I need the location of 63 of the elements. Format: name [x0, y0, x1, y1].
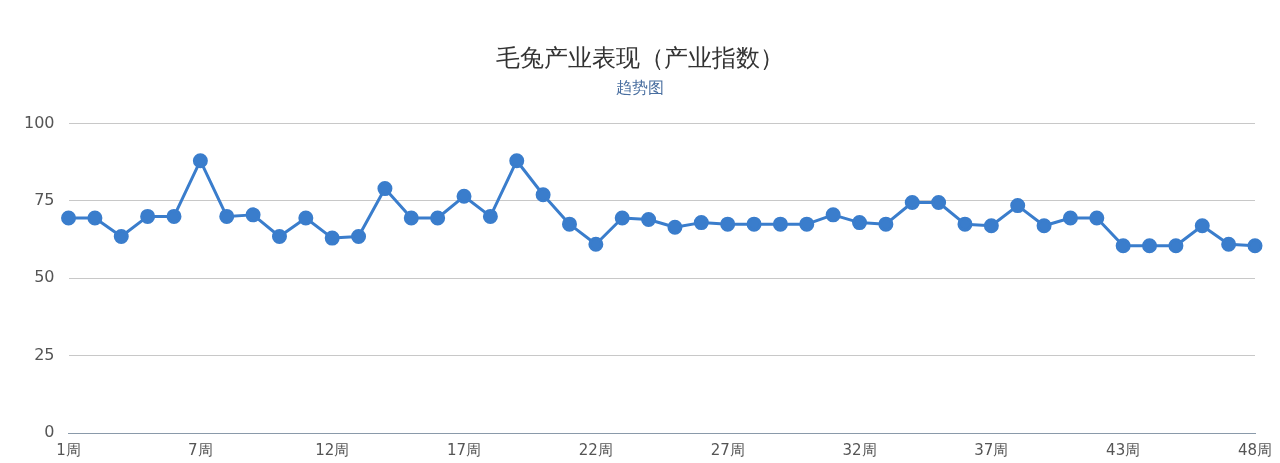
x-tick-label: 7周 [188, 440, 213, 459]
point [166, 208, 182, 224]
point [825, 207, 841, 223]
point [1194, 218, 1210, 234]
x-tick-label: 43周 [1106, 440, 1141, 459]
x-tick-label: 37周 [974, 440, 1009, 459]
x-tick-label: 27周 [710, 440, 745, 459]
point [1168, 238, 1184, 254]
x-tick-label: 12周 [315, 440, 350, 459]
chart-title: 毛兔产业表现（产业指数） [495, 43, 785, 74]
point [245, 207, 261, 223]
point [878, 216, 894, 232]
point [1010, 198, 1026, 214]
point [430, 210, 446, 226]
point [561, 216, 577, 232]
point [957, 216, 973, 232]
point [904, 195, 920, 210]
point [271, 229, 287, 245]
y-tick-label: 75 [34, 190, 55, 210]
point [140, 208, 156, 224]
point [61, 210, 77, 226]
x-tick-label: 22周 [578, 440, 613, 459]
point [1089, 210, 1105, 226]
point [192, 153, 208, 169]
point [1036, 218, 1052, 234]
point [298, 210, 314, 226]
point [614, 210, 630, 226]
point [403, 210, 419, 226]
point [1247, 238, 1263, 254]
y-tick-label: 100 [23, 112, 55, 132]
point [509, 153, 525, 169]
point [535, 187, 551, 203]
x-tick-label: 17周 [446, 440, 482, 459]
point [87, 210, 103, 226]
x-tick-label: 1周 [56, 440, 81, 459]
y-tick-label: 0 [44, 422, 55, 442]
point [720, 216, 736, 232]
chart-subtitle: 趋势图 [615, 78, 665, 99]
point [799, 216, 815, 232]
x-tick-label: 32周 [842, 440, 877, 459]
point [1221, 236, 1237, 252]
point [456, 188, 472, 204]
point [1142, 238, 1158, 254]
x-tick-label: 48周 [1237, 440, 1273, 459]
point [324, 230, 340, 246]
point [482, 208, 498, 224]
point [772, 216, 788, 232]
point [852, 215, 868, 231]
point [693, 215, 709, 231]
point [1115, 238, 1131, 254]
point [983, 218, 999, 234]
point [219, 208, 235, 224]
point [113, 229, 129, 245]
point [641, 212, 657, 228]
point [931, 195, 947, 210]
point [377, 181, 393, 197]
y-tick-label: 50 [34, 267, 55, 287]
y-tick-label: 25 [34, 344, 55, 364]
point [746, 216, 762, 232]
point [667, 219, 683, 235]
point [1062, 210, 1078, 226]
point [588, 236, 604, 252]
point [351, 229, 367, 245]
